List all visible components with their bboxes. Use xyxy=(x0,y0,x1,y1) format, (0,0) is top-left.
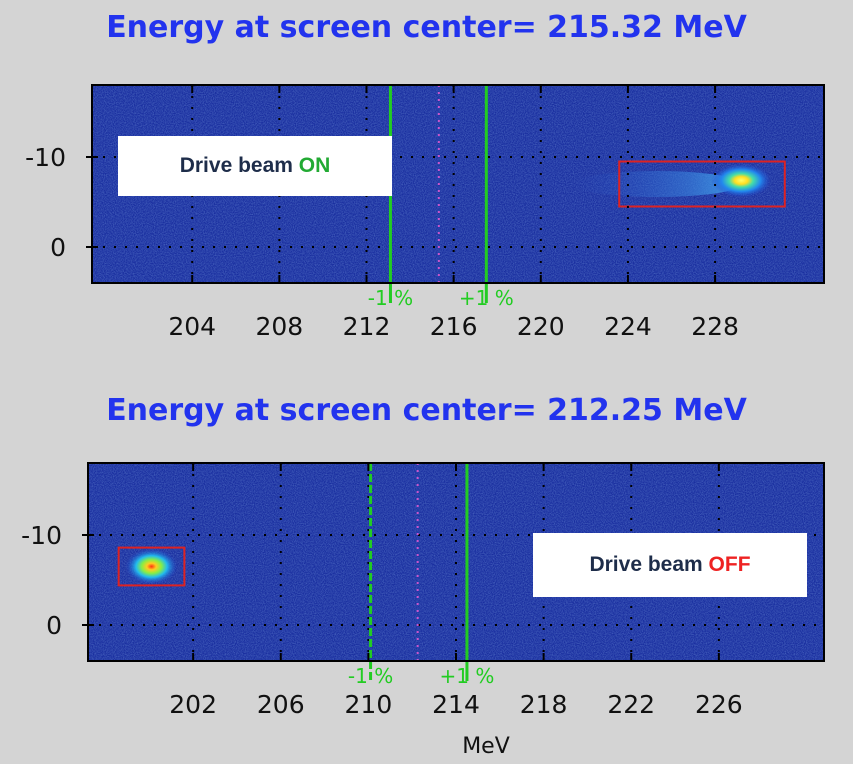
beam-tail xyxy=(573,171,742,197)
chart-title-bottom: Energy at screen center= 212.25 MeV xyxy=(106,393,747,428)
percent-marker-label: +1 % xyxy=(459,286,514,310)
beam-highlight-box xyxy=(117,546,186,587)
x-tick-label: 208 xyxy=(255,312,303,341)
x-tick-label: 206 xyxy=(257,690,305,719)
percent-marker-label: -1 % xyxy=(348,664,393,688)
beam-spot xyxy=(711,163,772,198)
x-tick-label: 210 xyxy=(345,690,393,719)
y-tick-label: -10 xyxy=(21,521,62,550)
x-tick-label: 218 xyxy=(520,690,568,719)
beam-spot xyxy=(125,548,178,585)
y-tick-label: -10 xyxy=(25,143,66,172)
chart-title-top: Energy at screen center= 215.32 MeV xyxy=(106,10,747,45)
y-tick-label: 0 xyxy=(50,233,66,262)
x-tick-label: 220 xyxy=(517,312,565,341)
x-tick-label: 224 xyxy=(604,312,652,341)
beam-highlight-box xyxy=(618,160,786,208)
badge-state-off: OFF xyxy=(708,553,751,576)
badge-prefix: Drive beam xyxy=(179,154,299,177)
x-tick-label: 202 xyxy=(169,690,217,719)
percent-marker-label: +1 % xyxy=(440,664,495,688)
plot-0: -1 % +1 % 204 208 212 216 220 224 228 -10 0 xyxy=(25,84,825,341)
y-tick-label: 0 xyxy=(46,611,62,640)
x-tick-label: 228 xyxy=(691,312,739,341)
x-axis-label: MeV xyxy=(462,734,510,759)
x-tick-label: 214 xyxy=(432,690,480,719)
x-tick-label: 222 xyxy=(607,690,655,719)
percent-marker-label: -1 % xyxy=(368,286,413,310)
plot-frame xyxy=(91,84,825,284)
x-tick-label: 226 xyxy=(695,690,743,719)
drive-beam-off-badge: Drive beam OFF xyxy=(533,533,807,597)
drive-beam-on-badge: Drive beam ON xyxy=(118,136,392,196)
plot-1: -1 % +1 % 202 206 210 214 218 222 226 -10 0 MeV xyxy=(21,462,825,759)
x-tick-label: 216 xyxy=(430,312,478,341)
badge-prefix: Drive beam xyxy=(589,553,709,576)
x-tick-label: 212 xyxy=(343,312,391,341)
badge-state-on: ON xyxy=(298,154,331,177)
x-tick-label: 204 xyxy=(168,312,216,341)
